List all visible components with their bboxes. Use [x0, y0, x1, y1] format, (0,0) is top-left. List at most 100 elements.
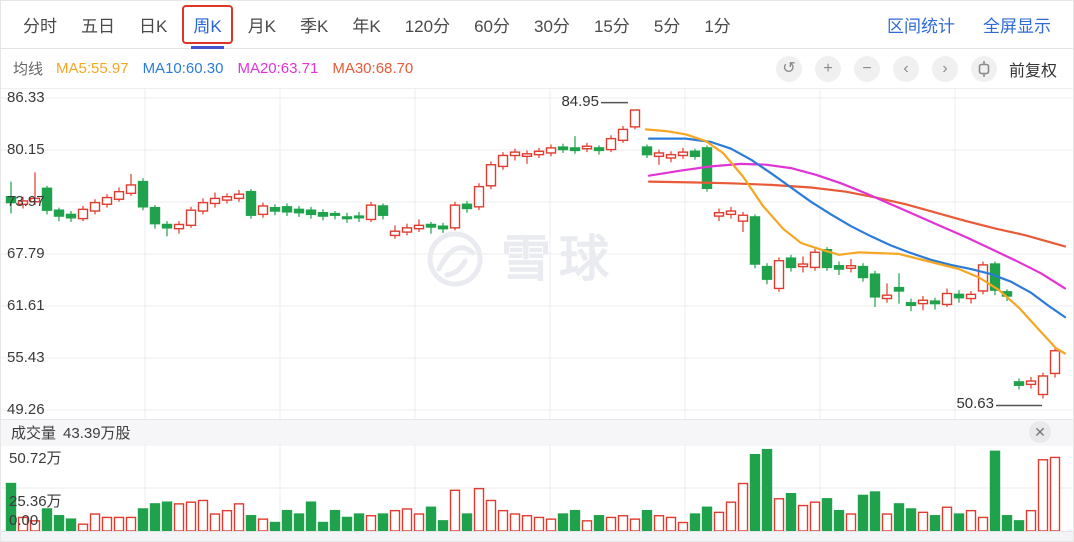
candle-body	[89, 201, 101, 212]
volume-bar	[425, 506, 437, 531]
ma-legend-ma5: MA5:55.97	[56, 60, 129, 77]
volume-bar	[293, 513, 305, 531]
tab-五日[interactable]: 五日	[81, 17, 115, 36]
volume-bar	[29, 520, 41, 531]
candle-body	[329, 212, 341, 216]
close-icon: ✕	[1034, 424, 1046, 440]
volume-bar	[641, 509, 653, 531]
candle-body	[821, 249, 833, 269]
link-区间统计[interactable]: 区间统计	[887, 17, 955, 36]
volume-bar	[149, 503, 161, 531]
volume-bar	[305, 501, 317, 531]
tab-1分[interactable]: 1分	[704, 17, 731, 36]
tab-60分[interactable]: 60分	[474, 17, 511, 36]
candle-body	[161, 223, 173, 229]
volume-bar	[713, 511, 725, 531]
volume-bar	[929, 515, 941, 531]
candle-body	[545, 147, 557, 154]
candle-body	[305, 209, 317, 216]
volume-bar	[1037, 459, 1049, 531]
undo-button[interactable]: ↺	[775, 55, 802, 82]
tab-年K[interactable]: 年K	[352, 17, 381, 36]
volume-bar	[785, 492, 797, 531]
next-button[interactable]: ›	[931, 55, 958, 82]
ma-toolbar: 均线 MA5:55.97 MA10:60.30 MA20:63.71 MA30:68.…	[1, 49, 1073, 89]
volume-bar	[1001, 515, 1013, 531]
volume-bar	[701, 506, 713, 531]
volume-bar	[869, 491, 881, 531]
candle-body	[917, 299, 929, 305]
tab-5分[interactable]: 5分	[653, 17, 681, 36]
tab-月K[interactable]: 月K	[247, 17, 277, 36]
candle-body	[749, 216, 761, 265]
candle-body	[209, 197, 221, 205]
volume-bar	[941, 506, 953, 531]
candle-body	[929, 300, 941, 305]
candle-body	[1037, 375, 1049, 396]
tab-15分[interactable]: 15分	[593, 17, 630, 36]
candle-body	[905, 302, 917, 306]
volume-bar	[605, 516, 617, 531]
volume-bar	[1025, 509, 1037, 531]
tab-分时[interactable]: 分时	[23, 17, 57, 36]
volume-bar	[413, 513, 425, 531]
ma-line-ma5	[644, 128, 1067, 355]
volume-close-button[interactable]: ✕	[1029, 421, 1051, 443]
candle-body	[449, 204, 461, 229]
candle-body	[173, 223, 185, 230]
volume-bar	[377, 513, 389, 531]
candle-body	[845, 265, 857, 269]
volume-bar	[989, 450, 1001, 531]
zoom-in-button[interactable]: +	[814, 55, 841, 82]
volume-bar	[185, 501, 197, 531]
ma-line-ma20	[647, 162, 1067, 290]
candlestick-chart[interactable]	[1, 89, 1074, 419]
volume-chart[interactable]	[1, 444, 1074, 531]
zoom-out-button[interactable]: −	[853, 55, 880, 82]
volume-bar	[881, 513, 893, 531]
candle-body	[389, 230, 401, 237]
candle-body	[857, 265, 869, 279]
tab-30分[interactable]: 30分	[534, 17, 570, 36]
tab-周K[interactable]: 周K	[182, 5, 233, 49]
chart-style-button[interactable]	[970, 55, 997, 82]
candle-body	[677, 151, 689, 157]
candle-body	[689, 150, 701, 158]
candle-body	[269, 206, 281, 212]
candle-body	[77, 208, 89, 220]
candle-body	[557, 146, 569, 151]
prev-button[interactable]: ‹	[892, 55, 919, 82]
volume-bar	[905, 508, 917, 531]
volume-bar	[173, 503, 185, 531]
volume-bar	[689, 513, 701, 531]
candle-body	[665, 153, 677, 159]
adjust-mode-label[interactable]: 前复权	[1008, 62, 1057, 80]
candle-body	[245, 190, 257, 216]
tab-120分[interactable]: 120分	[404, 17, 451, 36]
volume-bar	[569, 509, 581, 531]
candle-body	[809, 251, 821, 269]
candle-body	[785, 257, 797, 269]
candle-body	[65, 213, 77, 219]
candle-body	[149, 206, 161, 225]
tab-季K[interactable]: 季K	[300, 17, 329, 36]
link-全屏显示[interactable]: 全屏显示	[983, 17, 1051, 36]
candle-body	[617, 128, 629, 142]
candle-body	[941, 292, 953, 306]
volume-bar	[245, 515, 257, 531]
volume-bar	[737, 482, 749, 531]
candle-body	[713, 212, 725, 217]
tab-日K[interactable]: 日K	[139, 17, 168, 36]
candle-body	[725, 210, 737, 216]
candle-body	[413, 224, 425, 230]
volume-bar	[665, 516, 677, 531]
chart-controls: ↺ + − ‹ ›	[775, 55, 997, 82]
volume-bar	[749, 453, 761, 531]
volume-bar	[233, 503, 245, 531]
candle-body	[1049, 350, 1061, 375]
volume-bar	[449, 489, 461, 531]
volume-bar	[221, 509, 233, 531]
volume-bar	[101, 516, 113, 531]
candle-body	[641, 146, 653, 156]
